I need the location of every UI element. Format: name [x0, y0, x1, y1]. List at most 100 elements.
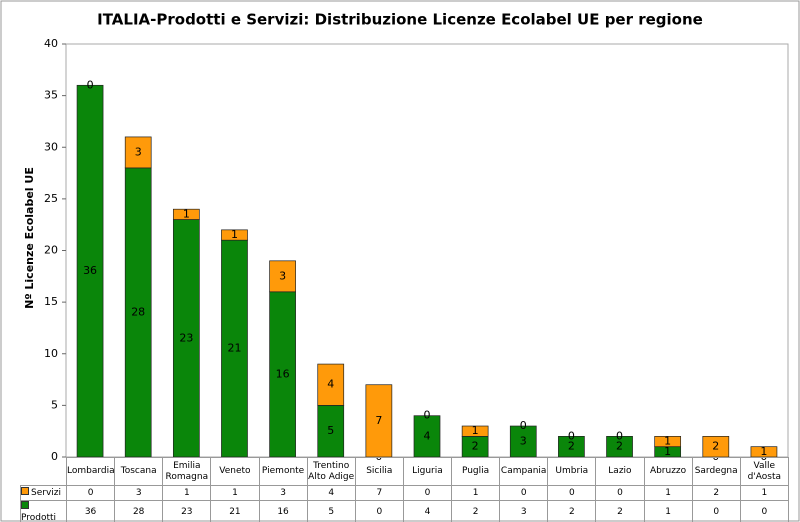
bar-segment	[269, 260, 296, 293]
bar-segment	[317, 363, 345, 406]
data-label: 28	[131, 305, 145, 318]
table-value: 2	[595, 500, 645, 522]
x-tick-label: Liguria	[402, 457, 453, 486]
table-value: 28	[114, 500, 164, 522]
corner-cell	[21, 458, 67, 486]
legend-label: Prodotti	[21, 513, 57, 522]
y-tick-label: 30	[44, 140, 58, 153]
bar-segment	[654, 436, 682, 448]
x-tick-label: Puglia	[450, 457, 501, 486]
table-value: 1	[210, 485, 260, 501]
data-label: 2	[712, 440, 719, 453]
table-value: 3	[114, 485, 164, 501]
table-value: 23	[162, 500, 212, 522]
bar-segment	[750, 446, 778, 458]
data-label: 23	[179, 331, 193, 344]
table-value: 0	[354, 500, 404, 522]
table-value: 7	[354, 485, 404, 501]
legend-swatch	[21, 501, 29, 509]
series-row: Prodotti 36 28 23 21 16 5 0 4 2 3 2 2 1 0 0	[20, 500, 789, 522]
bar-segment	[221, 229, 248, 241]
bar-segment	[172, 219, 200, 458]
x-tick-label: Lombardia	[65, 457, 116, 486]
y-tick-label: 10	[44, 347, 58, 360]
data-label: 0	[616, 429, 623, 442]
x-tick-label: Sardegna	[691, 457, 741, 486]
data-label: 1	[183, 207, 190, 220]
data-label: 0	[568, 429, 575, 442]
data-label: 5	[327, 424, 334, 437]
table-value: 4	[306, 485, 356, 501]
legend-swatch	[21, 487, 29, 495]
data-label: 2	[568, 440, 575, 453]
x-tick-label: Veneto	[210, 457, 260, 486]
data-label: 1	[664, 435, 671, 448]
x-tick-label: Toscana	[114, 457, 164, 486]
table-value: 0	[65, 485, 116, 501]
table-value: 2	[450, 500, 501, 522]
x-tick-label: Lazio	[595, 457, 645, 486]
table-value: 5	[306, 500, 356, 522]
legend-cell: Servizi	[20, 485, 67, 501]
table-value: 0	[595, 485, 645, 501]
x-tick-label: Campania	[499, 457, 549, 486]
table-value: 21	[210, 500, 260, 522]
x-tick-label: Emilia Romagna	[162, 457, 212, 486]
x-tick-label: Valle d'Aosta	[739, 457, 789, 486]
y-tick-label: 25	[44, 192, 58, 205]
data-label: 2	[616, 440, 623, 453]
data-label: 16	[276, 367, 290, 380]
data-table: Lombardia Toscana Emilia Romagna Veneto Piem…	[20, 457, 789, 522]
y-tick-label: 0	[51, 450, 58, 463]
bar-segment	[413, 415, 441, 458]
data-label: 0	[87, 78, 94, 91]
table-value: 0	[739, 500, 789, 522]
x-tick-label: Abruzzo	[643, 457, 693, 486]
y-tick-label: 5	[51, 398, 58, 411]
table-value: 36	[65, 500, 116, 522]
bar-segment	[461, 425, 489, 437]
table-value: 1	[739, 485, 789, 501]
bar-segment	[317, 405, 345, 458]
data-label: 3	[520, 435, 527, 448]
x-tick-label: Piemonte	[258, 457, 308, 486]
table-value: 1	[450, 485, 501, 501]
table-value: 0	[547, 485, 597, 501]
data-label: 1	[231, 228, 238, 241]
data-label: 2	[472, 440, 479, 453]
y-axis-label: Nº Licenze Ecolabel UE	[23, 167, 36, 309]
data-label: 1	[472, 424, 479, 437]
table-value: 1	[643, 500, 693, 522]
table-value: 0	[499, 485, 549, 501]
series-row: Servizi 0 3 1 1 3 4 7 0 1 0 0 0 1 2 1	[20, 485, 789, 501]
x-tick-label: Umbria	[547, 457, 597, 486]
data-label: 4	[424, 429, 431, 442]
data-label: 7	[375, 414, 382, 427]
data-label: 3	[135, 145, 142, 158]
x-tick-label: Sicilia	[354, 457, 404, 486]
bar-segment	[76, 84, 104, 458]
bar-segment	[269, 291, 296, 458]
bar-segment	[509, 425, 537, 458]
x-tick-label: Trentino Alto Adige	[306, 457, 356, 486]
data-label: 36	[83, 264, 97, 277]
table-value: 3	[499, 500, 549, 522]
data-label: 21	[227, 342, 241, 355]
bar-segment	[124, 136, 152, 169]
table-value: 2	[691, 485, 741, 501]
y-tick-label: 40	[44, 37, 58, 50]
chart-title: ITALIA-Prodotti e Servizi: Distribuzione…	[97, 11, 703, 29]
data-label: 1	[664, 445, 671, 458]
table-value: 1	[162, 485, 212, 501]
data-label: 0	[424, 409, 431, 422]
table-value: 0	[402, 485, 453, 501]
y-tick-label: 20	[44, 244, 58, 257]
data-label: 1	[760, 445, 767, 458]
legend-label: Servizi	[31, 488, 62, 498]
bar-segment	[124, 167, 152, 458]
table-value: 2	[547, 500, 597, 522]
table-value: 0	[691, 500, 741, 522]
table-value: 3	[258, 485, 308, 501]
legend-cell: Prodotti	[20, 500, 67, 522]
